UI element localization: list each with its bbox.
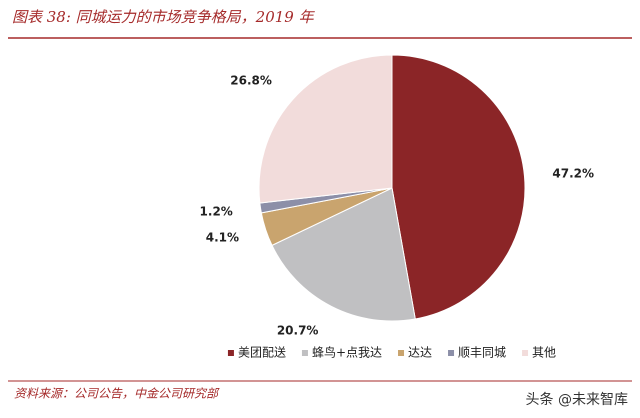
data-label: 4.1% <box>206 231 239 245</box>
data-label: 47.2% <box>552 166 594 180</box>
legend-swatch <box>398 350 405 356</box>
legend-swatch <box>227 350 234 356</box>
source-note: 资料来源：公司公告，中金公司研究部 <box>14 387 220 401</box>
legend-label: 达达 <box>408 346 432 360</box>
pie-slice <box>271 187 416 322</box>
legend-swatch <box>448 350 455 356</box>
legend-swatch <box>522 350 529 356</box>
pie-slice <box>258 54 393 204</box>
data-label: 1.2% <box>200 205 233 219</box>
data-label: 20.7% <box>277 324 319 338</box>
pie-slice <box>391 54 526 320</box>
legend-swatch <box>301 350 308 356</box>
legend-label: 蜂鸟+点我达 <box>312 345 382 360</box>
legend-label: 其他 <box>532 346 556 360</box>
chart-title: 图表 38: 同城运力的市场竞争格局，2019 年 <box>12 8 316 26</box>
data-label: 26.8% <box>230 73 272 87</box>
legend-label: 美团配送 <box>238 345 286 360</box>
watermark: 头条 @未来智库 <box>526 391 628 408</box>
legend-label: 顺丰同城 <box>458 346 506 360</box>
